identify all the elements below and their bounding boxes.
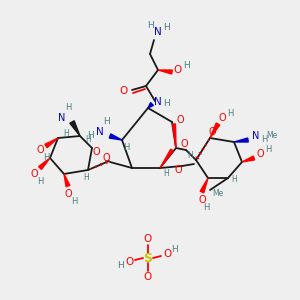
Text: H: H xyxy=(71,197,77,206)
Text: H: H xyxy=(85,136,91,145)
Text: O: O xyxy=(218,113,226,123)
Text: O: O xyxy=(180,139,188,149)
Text: H: H xyxy=(37,178,43,187)
Text: H: H xyxy=(187,152,193,160)
Text: O: O xyxy=(163,249,171,259)
Polygon shape xyxy=(70,121,80,136)
Text: O: O xyxy=(144,234,152,244)
Polygon shape xyxy=(45,138,58,148)
Text: H: H xyxy=(83,173,89,182)
Text: H: H xyxy=(164,23,170,32)
Text: O: O xyxy=(30,169,38,179)
Polygon shape xyxy=(64,174,70,187)
Text: O: O xyxy=(36,145,44,155)
Text: O: O xyxy=(174,65,182,75)
Text: N: N xyxy=(58,113,66,123)
Text: N: N xyxy=(252,131,260,141)
Polygon shape xyxy=(148,103,153,108)
Text: H: H xyxy=(231,176,237,184)
Text: H: H xyxy=(87,131,93,140)
Text: O: O xyxy=(144,272,152,282)
Text: O: O xyxy=(120,86,128,96)
Text: H: H xyxy=(265,146,271,154)
Text: H: H xyxy=(123,143,129,152)
Text: O: O xyxy=(125,257,133,267)
Text: H: H xyxy=(183,61,189,70)
Text: O: O xyxy=(102,153,110,163)
Text: Me: Me xyxy=(266,131,278,140)
Text: H: H xyxy=(65,103,71,112)
Polygon shape xyxy=(160,149,173,168)
Text: H: H xyxy=(261,136,267,145)
Text: H: H xyxy=(203,203,209,212)
Text: H: H xyxy=(43,154,49,163)
Text: H: H xyxy=(147,22,153,31)
Polygon shape xyxy=(39,158,50,169)
Text: H: H xyxy=(172,245,178,254)
Text: Me: Me xyxy=(212,190,224,199)
Text: O: O xyxy=(256,149,264,159)
Text: H: H xyxy=(163,100,170,109)
Text: H: H xyxy=(163,169,169,178)
Text: N: N xyxy=(154,27,162,37)
Polygon shape xyxy=(234,138,248,142)
Text: O: O xyxy=(176,115,184,125)
Text: N: N xyxy=(154,97,162,107)
Text: O: O xyxy=(64,189,72,199)
Text: H: H xyxy=(118,262,124,271)
Text: H: H xyxy=(103,118,110,127)
Polygon shape xyxy=(200,178,208,193)
Text: O: O xyxy=(208,127,216,137)
Text: N: N xyxy=(96,127,104,137)
Text: O: O xyxy=(198,195,206,205)
Polygon shape xyxy=(109,134,122,140)
Text: O: O xyxy=(174,165,182,175)
Text: O: O xyxy=(92,147,100,157)
Polygon shape xyxy=(210,123,220,138)
Polygon shape xyxy=(158,70,172,74)
Text: H: H xyxy=(63,130,69,139)
Text: H: H xyxy=(227,110,233,118)
Text: S: S xyxy=(143,251,152,265)
Polygon shape xyxy=(172,124,176,148)
Polygon shape xyxy=(242,156,255,162)
